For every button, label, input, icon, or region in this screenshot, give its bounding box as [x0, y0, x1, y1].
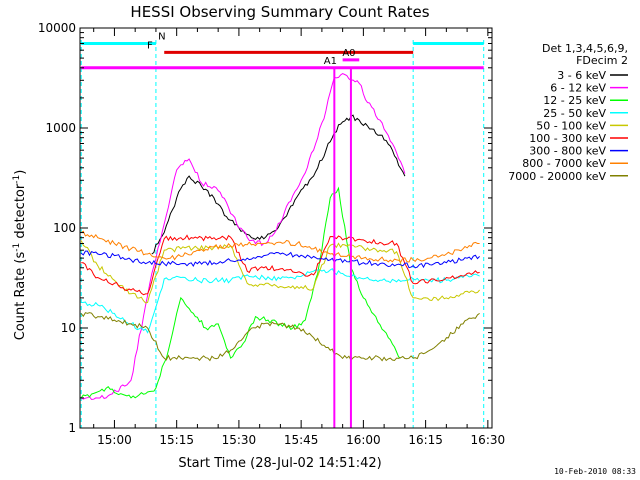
legend-label-6-12-kev: 6 - 12 keV: [550, 82, 606, 95]
series-line-7000-20000-kev: [80, 312, 480, 362]
legend-label-300-800-kev: 300 - 800 keV: [529, 145, 606, 158]
flag-label-a1: A1: [324, 56, 337, 67]
legend-title-line-1: Det 1,3,4,5,6,9,: [542, 42, 628, 55]
x-tick-label: 15:30: [222, 433, 257, 447]
axes: 1 10 100 1000 10000 15:00 15:15 15:30 15:45 16:00…: [38, 21, 505, 447]
x-axis-label: Start Time (28-Jul-02 14:51:42): [178, 456, 381, 471]
flag-bars: NF A1 A0: [81, 31, 484, 428]
legend-title-line-2: FDecim 2: [576, 54, 628, 67]
y-axis-label-part-3: ): [13, 170, 28, 175]
legend-label-3-6-kev: 3 - 6 keV: [557, 69, 606, 82]
y-axis-label-exponent-2: -1: [12, 175, 22, 184]
y-tick-label: 10: [61, 321, 76, 335]
legend-label-100-300-kev: 100 - 300 keV: [529, 132, 606, 145]
x-tick-label: 15:15: [159, 433, 194, 447]
series-line-300-800-kev: [80, 250, 480, 269]
y-tick-label: 10000: [38, 21, 76, 35]
x-tick-label: 16:15: [408, 433, 443, 447]
legend-label-25-50-kev: 25 - 50 keV: [543, 107, 606, 120]
y-axis-label-part-1: Count Rate (s: [13, 252, 28, 341]
x-tick-label: 15:45: [284, 433, 319, 447]
y-axis-label-part-2: detector: [13, 183, 28, 243]
series-line-100-300-kev: [81, 234, 480, 296]
legend-label-7000-20000-kev: 7000 - 20000 keV: [508, 170, 606, 183]
y-tick-label: 1: [68, 421, 76, 435]
flag-label-n: N: [158, 31, 165, 42]
y-tick-label: 1000: [45, 121, 76, 135]
series-line-3-6-kev: [151, 114, 406, 255]
date-stamp: 10-Feb-2010 08:33: [554, 467, 636, 476]
x-tick-label: 16:00: [346, 433, 381, 447]
chart-title: HESSI Observing Summary Count Rates: [130, 3, 429, 21]
x-tick-label: 15:00: [97, 433, 132, 447]
series-line-800-7000-kev: [80, 230, 480, 264]
legend-label-50-100-kev: 50 - 100 keV: [536, 119, 606, 132]
series-line-25-50-kev: [81, 267, 480, 334]
y-axis-label: Count Rate (s-1 detector-1): [12, 170, 28, 341]
flag-label-a0: A0: [342, 48, 355, 59]
y-tick-label: 100: [53, 221, 76, 235]
y-axis-label-exponent-1: -1: [12, 243, 22, 252]
legend-label-12-25-kev: 12 - 25 keV: [543, 94, 606, 107]
flag-label-f: F: [147, 40, 153, 51]
series-line-50-100-kev: [80, 240, 480, 304]
legend-label-800-7000-kev: 800 - 7000 keV: [522, 157, 606, 170]
x-tick-label: 16:30: [471, 433, 506, 447]
